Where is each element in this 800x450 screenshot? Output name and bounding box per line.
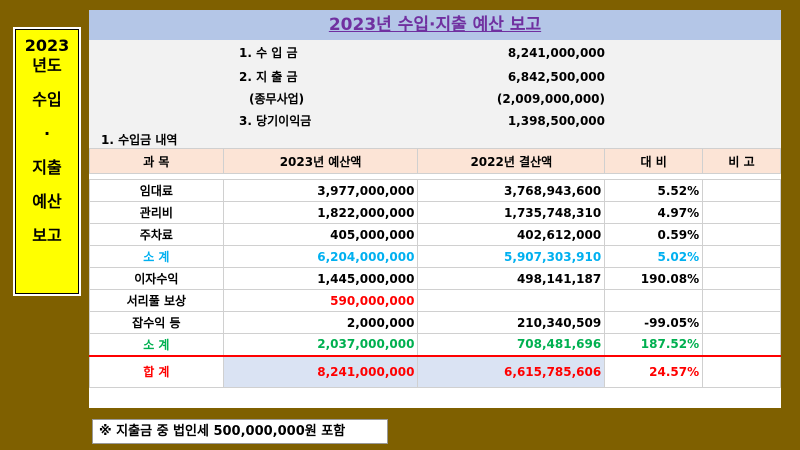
row-note <box>702 289 781 312</box>
table-row: 관리비 1,822,000,000 1,735,748,310 4.97% <box>89 201 781 224</box>
summary-profit-label: 3. 당기이익금 <box>239 114 312 128</box>
summary-income-value: 8,241,000,000 <box>507 46 605 60</box>
row-note <box>702 267 781 290</box>
side-title-panel: 2023 년도 수입 · 지출 예산 보고 <box>13 27 81 296</box>
row-ratio: 24.57% <box>604 354 704 388</box>
report-sheet: 2023년 수입·지출 예산 보고 1. 수 입 금 8,241,000,000… <box>89 10 781 408</box>
row-budget: 6,204,000,000 <box>222 245 419 268</box>
row-settlement: 402,612,000 <box>417 223 606 246</box>
summary-religious-label: (종무사업) <box>249 92 305 106</box>
row-budget: 3,977,000,000 <box>222 179 419 202</box>
row-name: 임대료 <box>89 179 224 202</box>
row-budget: 405,000,000 <box>222 223 419 246</box>
summary-income-label: 1. 수 입 금 <box>239 46 298 60</box>
row-settlement: 210,340,509 <box>417 311 606 334</box>
row-budget: 2,000,000 <box>222 311 419 334</box>
row-name: 잡수익 등 <box>89 311 224 334</box>
table-row: 주차료 405,000,000 402,612,000 0.59% <box>89 223 781 246</box>
row-note <box>702 245 781 268</box>
row-name: 소 계 <box>89 245 224 268</box>
header-budget-2023: 2023년 예산액 <box>222 148 419 174</box>
total-row: 합 계 8,241,000,000 6,615,785,606 24.57% <box>89 354 781 388</box>
summary-profit-value: 1,398,500,000 <box>507 114 605 128</box>
row-note <box>702 223 781 246</box>
row-budget: 1,445,000,000 <box>222 267 419 290</box>
row-budget: 2,037,000,000 <box>222 333 419 356</box>
side-title-expense: 지출 <box>32 158 62 177</box>
row-budget: 8,241,000,000 <box>222 354 419 388</box>
row-settlement: 3,768,943,600 <box>417 179 606 202</box>
side-title-year-suffix: 년도 <box>32 56 62 75</box>
summary-expense-label: 2. 지 출 금 <box>239 70 298 84</box>
row-settlement: 1,735,748,310 <box>417 201 606 224</box>
table-row: 잡수익 등 2,000,000 210,340,509 -99.05% <box>89 311 781 334</box>
footnote: ※ 지출금 중 법인세 500,000,000원 포함 <box>92 419 388 444</box>
row-settlement: 498,141,187 <box>417 267 606 290</box>
subtotal-row-2: 소 계 2,037,000,000 708,481,696 187.52% <box>89 333 781 356</box>
section-title: 1. 수입금 내역 <box>101 133 178 147</box>
row-name: 합 계 <box>89 354 224 388</box>
row-settlement: 5,907,303,910 <box>417 245 606 268</box>
row-ratio: 187.52% <box>604 333 704 356</box>
summary-religious-value: (2,009,000,000) <box>496 92 605 106</box>
row-note <box>702 311 781 334</box>
row-ratio: 0.59% <box>604 223 704 246</box>
row-settlement: 6,615,785,606 <box>417 354 606 388</box>
row-ratio: 4.97% <box>604 201 704 224</box>
row-settlement <box>417 289 606 312</box>
row-note <box>702 354 781 388</box>
row-ratio: -99.05% <box>604 311 704 334</box>
header-note: 비 고 <box>702 148 781 174</box>
side-title-dot: · <box>43 124 51 143</box>
row-ratio: 5.52% <box>604 179 704 202</box>
header-item: 과 목 <box>89 148 224 174</box>
summary-block: 1. 수 입 금 8,241,000,000 2. 지 출 금 6,842,50… <box>89 40 781 162</box>
row-name: 이자수익 <box>89 267 224 290</box>
table-row: 임대료 3,977,000,000 3,768,943,600 5.52% <box>89 179 781 202</box>
report-title: 2023년 수입·지출 예산 보고 <box>89 10 781 41</box>
header-ratio: 대 비 <box>604 148 704 174</box>
subtotal-row-1: 소 계 6,204,000,000 5,907,303,910 5.02% <box>89 245 781 268</box>
table-row: 이자수익 1,445,000,000 498,141,187 190.08% <box>89 267 781 290</box>
income-table: 과 목 2023년 예산액 2022년 결산액 대 비 비 고 임대료 3,97… <box>89 148 781 388</box>
row-note <box>702 201 781 224</box>
row-ratio: 5.02% <box>604 245 704 268</box>
row-budget: 590,000,000 <box>222 289 419 312</box>
row-name: 서리풀 보상 <box>89 289 224 312</box>
row-name: 관리비 <box>89 201 224 224</box>
side-title-income: 수입 <box>32 90 62 109</box>
side-title-year: 2023 <box>24 36 70 55</box>
row-settlement: 708,481,696 <box>417 333 606 356</box>
summary-expense-value: 6,842,500,000 <box>507 70 605 84</box>
row-name: 주차료 <box>89 223 224 246</box>
row-note <box>702 333 781 356</box>
side-title-report: 보고 <box>32 226 62 245</box>
table-header-row: 과 목 2023년 예산액 2022년 결산액 대 비 비 고 <box>89 148 781 174</box>
side-title-budget: 예산 <box>32 192 62 211</box>
header-settlement-2022: 2022년 결산액 <box>417 148 606 174</box>
row-note <box>702 179 781 202</box>
row-budget: 1,822,000,000 <box>222 201 419 224</box>
row-name: 소 계 <box>89 333 224 356</box>
row-ratio: 190.08% <box>604 267 704 290</box>
table-row: 서리풀 보상 590,000,000 <box>89 289 781 312</box>
row-ratio <box>604 289 704 312</box>
